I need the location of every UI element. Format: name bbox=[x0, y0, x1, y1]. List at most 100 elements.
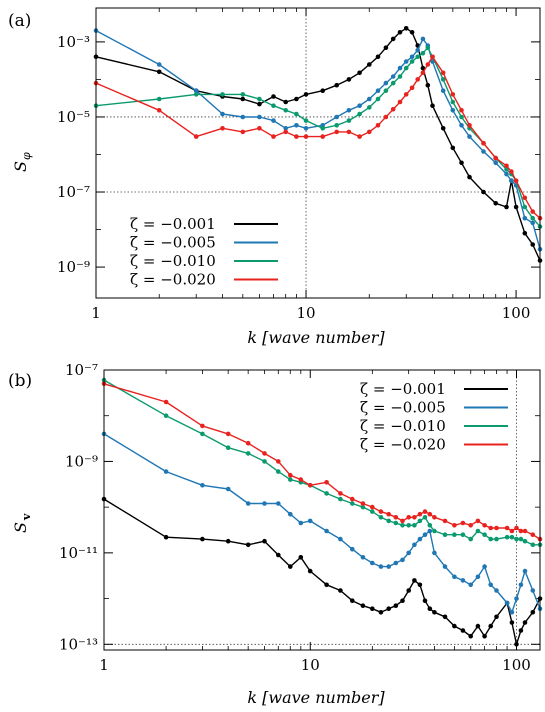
panel-b-series-1 bbox=[101, 431, 543, 615]
panel-b-series-0-point bbox=[518, 628, 524, 633]
panel-b-series-2-point bbox=[324, 491, 329, 496]
panel-a-series-0-point bbox=[240, 96, 246, 102]
panel-a-series-2-point bbox=[530, 215, 535, 221]
panel-b-series-3-point bbox=[482, 523, 487, 528]
panel-b-series-2-point bbox=[482, 532, 487, 537]
panel-b-series-1-point bbox=[163, 469, 169, 474]
panel-b-x-tick-label-0: 1 bbox=[99, 656, 109, 674]
panel-b-series-2-point bbox=[417, 518, 423, 524]
panel-a-series-1-point bbox=[420, 36, 426, 42]
panel-a-series-1-point bbox=[294, 123, 299, 128]
panel-b-series-3-point bbox=[245, 440, 251, 446]
panel-b-series-3-point bbox=[417, 511, 423, 517]
panel-a-series-0-point bbox=[513, 204, 519, 210]
panel-b-series-2-point bbox=[163, 413, 169, 419]
panel-a-series-3-point bbox=[481, 140, 486, 146]
panel-a-series-0-point bbox=[450, 145, 456, 151]
panel-b-series-1-point bbox=[386, 564, 392, 569]
panel-b-series-1-point bbox=[200, 483, 205, 488]
panel-a-x-tick-label-1: 10 bbox=[296, 304, 315, 322]
panel-a-series-2-point bbox=[459, 114, 464, 120]
panel-b-series-1-point bbox=[298, 520, 304, 526]
panel-b-ylabel-main: S bbox=[11, 522, 30, 533]
panel-b-series-3-point bbox=[504, 525, 510, 531]
panel-a-series-2-point bbox=[220, 92, 225, 97]
panel-b-legend-label-2: ζ = −0.010 bbox=[360, 417, 446, 435]
panel-a-series-1-point bbox=[193, 88, 199, 93]
panel-b-series-0-point bbox=[488, 623, 494, 629]
panel-b-series-0-point bbox=[262, 538, 267, 544]
panel-b-series-3-point bbox=[225, 431, 231, 437]
panel-b-series-3-point bbox=[422, 509, 428, 514]
panel-b-series-2-point bbox=[386, 518, 392, 524]
panel-b-ylabel-sub: v bbox=[20, 513, 33, 521]
panel-a-x-tick-label-2: 100 bbox=[502, 304, 531, 322]
panel-b-series-1-point bbox=[412, 542, 417, 548]
panel-a-plot-area: 1 10 100 10⁻⁹ 10⁻⁷ 10⁻⁵ 10⁻³ bbox=[57, 7, 543, 322]
panel-b-series-2-point bbox=[412, 523, 417, 528]
panel-b-series-3-point bbox=[494, 525, 499, 531]
panel-a-series-0-point bbox=[283, 99, 289, 105]
panel-b-series-1-point bbox=[460, 578, 466, 583]
panel-a-series-3-point bbox=[303, 134, 309, 139]
panel-a-series-2-point bbox=[257, 96, 262, 102]
panel-b-series-2-point bbox=[468, 536, 474, 542]
panel-a-series-1-point bbox=[283, 126, 289, 131]
panel-a-x-tick-label-0: 1 bbox=[91, 304, 101, 322]
panel-b-series-0-point bbox=[225, 538, 231, 544]
panel-a-series-0-point bbox=[409, 30, 415, 35]
panel-a-y-tick-label-2: 10⁻⁵ bbox=[57, 108, 90, 126]
panel-b-series-0-point bbox=[509, 620, 515, 625]
panel-a-series-2-point bbox=[409, 59, 415, 64]
panel-b-series-1-point bbox=[509, 610, 515, 615]
panel-b-series-0 bbox=[101, 496, 543, 647]
panel-b-series-1-point bbox=[307, 518, 313, 524]
panel-b-ylabel: S v bbox=[11, 513, 33, 533]
panel-b-series-2-point bbox=[518, 536, 524, 542]
panel-a-series-3-point bbox=[320, 134, 326, 139]
panel-a-series-0-point bbox=[440, 126, 446, 131]
panel-b-series-0-point bbox=[406, 588, 412, 593]
panel-b-plot-area: 1 10 100 10⁻¹³ 10⁻¹¹ 10⁻⁹ 10⁻⁷ bbox=[59, 361, 543, 674]
panel-b-series-0-point bbox=[338, 588, 343, 593]
panel-a-series-0-point bbox=[303, 92, 309, 97]
panel-a-series-0-point bbox=[271, 94, 276, 99]
panel-a-series-3-point bbox=[346, 129, 352, 135]
panel-a-series-0-point bbox=[367, 62, 372, 67]
panel-a-series-2-point bbox=[397, 74, 403, 79]
panel-b-series-0-point bbox=[442, 614, 448, 620]
panel-b-series-3-point bbox=[400, 518, 405, 524]
panel-b-series-1-point bbox=[245, 501, 251, 506]
panel-a-series-2-point bbox=[504, 167, 509, 172]
panel-b-series-3-point bbox=[307, 483, 313, 488]
panel-a-series-0-point bbox=[294, 96, 299, 102]
panel-a-series-1-point bbox=[459, 123, 464, 128]
panel-a-series-0-point bbox=[459, 160, 464, 166]
panel-b-series-1-line bbox=[103, 433, 541, 613]
panel-b-series-2-point bbox=[442, 532, 448, 537]
panel-b-series-1-point bbox=[276, 501, 281, 506]
panel-b-series-0-point bbox=[288, 564, 293, 569]
panel-b-series-3-point bbox=[432, 515, 437, 520]
panel-a-series-3-point bbox=[390, 107, 396, 112]
panel-b-series-0-point bbox=[200, 536, 205, 542]
panel-a-series-3-point bbox=[156, 108, 162, 113]
panel-a-ylabel-main: S bbox=[11, 161, 30, 172]
panel-a-series-0-point bbox=[346, 77, 352, 82]
panel-a-series-3-point bbox=[357, 134, 362, 139]
panel-a-series-1-point bbox=[509, 178, 514, 183]
panel-a-series-0-point bbox=[390, 36, 396, 42]
panel-a-series-0-point bbox=[257, 101, 262, 107]
panel-a-series-3-point bbox=[509, 169, 514, 174]
panel-b-series-2-point bbox=[360, 504, 366, 510]
panel-a-legend-label-1: ζ = −0.005 bbox=[130, 234, 216, 252]
panel-a-series-3-point bbox=[397, 99, 403, 105]
panel-b-series-3-point bbox=[427, 511, 433, 517]
panel-a-series-3-point bbox=[522, 195, 528, 201]
panel-b-series-1-point bbox=[522, 568, 528, 574]
panel-a-frame bbox=[95, 7, 541, 299]
panel-a-series-1-point bbox=[357, 103, 362, 108]
panel-b-series-3-point bbox=[514, 525, 519, 531]
panel-b-series-1-point bbox=[514, 596, 519, 601]
panel-a-xlabel: k [wave number] bbox=[247, 328, 385, 347]
